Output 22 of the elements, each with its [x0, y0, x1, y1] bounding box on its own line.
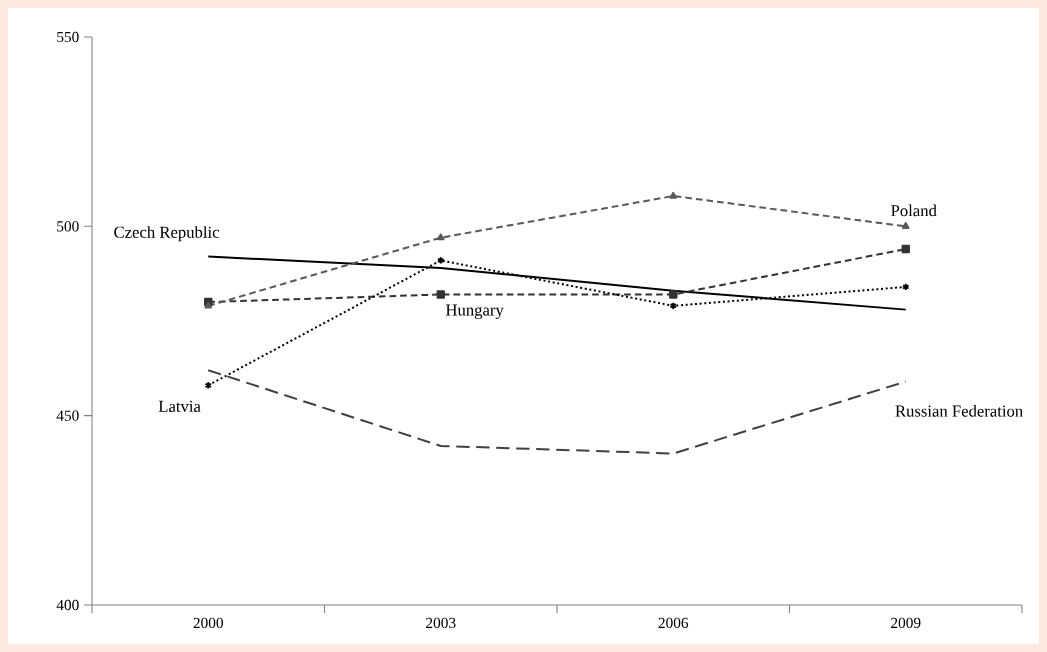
point: [436, 290, 445, 299]
y-tick-label: 550: [57, 31, 79, 43]
x-tick-label: 2003: [426, 617, 456, 629]
x-tick-label: 2000: [193, 617, 224, 629]
series-label: Russian Federation: [895, 404, 1023, 417]
series-label: Czech Republic: [114, 226, 220, 242]
series-label: Poland: [891, 204, 937, 217]
y-tick-label: 500: [57, 221, 79, 232]
series-label: Hungary: [445, 304, 504, 320]
point: [669, 191, 678, 199]
y-tick-label: 450: [56, 410, 79, 421]
point: [436, 233, 445, 241]
point: [204, 381, 213, 390]
point: [204, 301, 213, 309]
point: [436, 256, 445, 265]
series-label: Latvia: [158, 400, 201, 412]
point: [901, 244, 910, 254]
point: [901, 222, 910, 229]
x-tick-label: 2006: [658, 617, 689, 629]
y-tick-label: 400: [56, 599, 79, 611]
x-tick-label: 2009: [891, 617, 921, 629]
point: [669, 290, 678, 299]
